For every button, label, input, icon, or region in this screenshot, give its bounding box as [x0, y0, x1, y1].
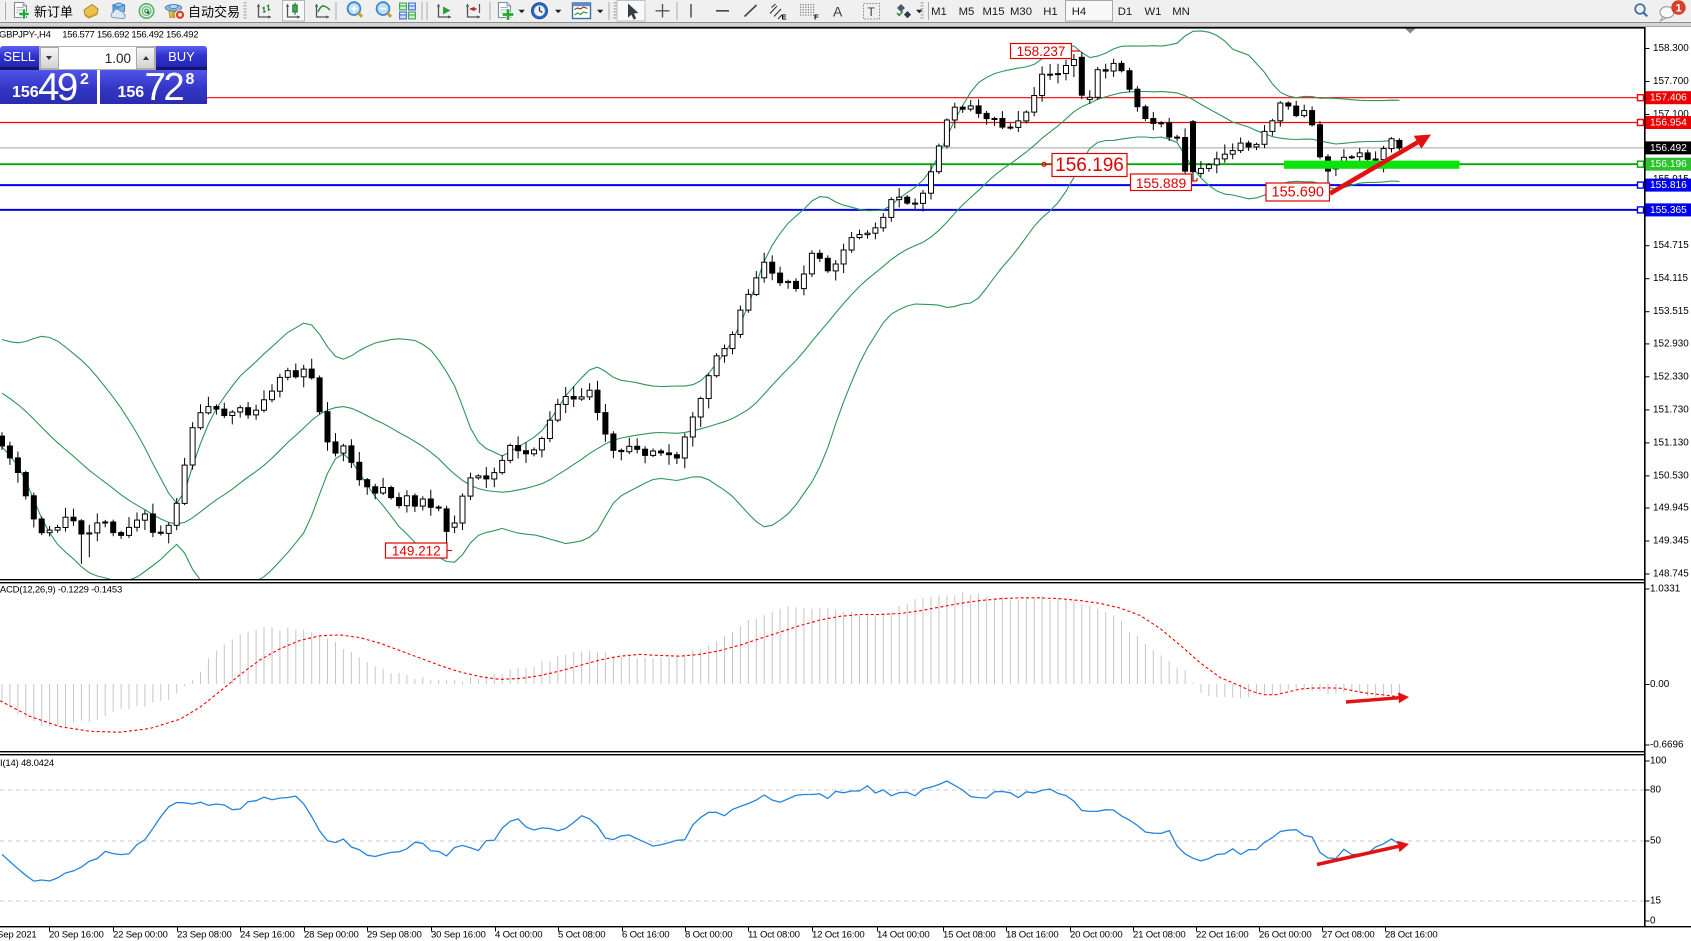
svg-text:15: 15 [1650, 896, 1661, 907]
svg-text:H1: H1 [1043, 6, 1057, 18]
svg-text:5 Oct 08:00: 5 Oct 08:00 [558, 930, 605, 941]
svg-text:150.530: 150.530 [1653, 470, 1689, 481]
svg-text:100: 100 [1650, 756, 1667, 767]
svg-text:151.130: 151.130 [1653, 437, 1689, 448]
svg-text:157.100: 157.100 [1653, 109, 1689, 120]
svg-text:1: 1 [1675, 2, 1681, 14]
svg-text:M5: M5 [959, 6, 975, 18]
svg-text:155.816: 155.816 [1650, 180, 1687, 191]
svg-text:50: 50 [1650, 836, 1661, 847]
svg-text:A: A [833, 4, 843, 20]
svg-text:D1: D1 [1118, 6, 1132, 18]
svg-text:M15: M15 [983, 6, 1005, 18]
svg-text:149.945: 149.945 [1653, 503, 1689, 514]
svg-text:80: 80 [1650, 785, 1661, 796]
svg-text:152.930: 152.930 [1653, 338, 1689, 349]
svg-text:-0.6696: -0.6696 [1650, 740, 1684, 751]
svg-text:155.690: 155.690 [1272, 185, 1324, 201]
svg-text:28 Oct 16:00: 28 Oct 16:00 [1385, 930, 1438, 941]
svg-text:154.715: 154.715 [1653, 240, 1689, 251]
svg-text:Sep 2021: Sep 2021 [0, 930, 36, 941]
svg-text:12 Oct 16:00: 12 Oct 16:00 [812, 930, 865, 941]
svg-text:151.730: 151.730 [1653, 404, 1689, 415]
svg-text:T: T [868, 5, 876, 19]
svg-text:156.196: 156.196 [1055, 155, 1124, 176]
svg-text:0: 0 [1650, 916, 1656, 927]
svg-text:F: F [814, 13, 819, 22]
svg-text:E: E [782, 13, 787, 22]
svg-text:15 Oct 08:00: 15 Oct 08:00 [943, 930, 996, 941]
svg-text:149.212: 149.212 [392, 544, 441, 559]
svg-text:4 Oct 00:00: 4 Oct 00:00 [495, 930, 542, 941]
svg-text:6 Oct 16:00: 6 Oct 16:00 [622, 930, 669, 941]
svg-text:1.0331: 1.0331 [1650, 584, 1681, 595]
svg-text:152.330: 152.330 [1653, 371, 1689, 382]
svg-text:新订单: 新订单 [34, 5, 73, 20]
svg-text:GBPJPY-,H4 156.577 156.692: GBPJPY-,H4 156.577 156.692 156.492 156.4… [0, 29, 198, 40]
svg-text:26 Oct 00:00: 26 Oct 00:00 [1259, 930, 1312, 941]
svg-text:MACD(12,26,9) -0.1229 -0.1453: MACD(12,26,9) -0.1229 -0.1453 [0, 585, 122, 596]
svg-text:H4: H4 [1072, 6, 1086, 18]
svg-text:11 Oct 08:00: 11 Oct 08:00 [748, 930, 800, 941]
svg-text:148.745: 148.745 [1653, 569, 1689, 580]
svg-text:22 Oct 16:00: 22 Oct 16:00 [1196, 930, 1249, 941]
svg-text:155.889: 155.889 [1136, 175, 1187, 191]
svg-text:154.115: 154.115 [1653, 273, 1688, 284]
svg-text:28 Sep 00:00: 28 Sep 00:00 [304, 930, 359, 941]
svg-text:22 Sep 00:00: 22 Sep 00:00 [113, 930, 168, 941]
svg-text:20 Oct 00:00: 20 Oct 00:00 [1070, 930, 1123, 941]
svg-text:24 Sep 16:00: 24 Sep 16:00 [240, 930, 295, 941]
svg-text:W1: W1 [1145, 6, 1162, 18]
svg-text:23 Sep 08:00: 23 Sep 08:00 [177, 930, 232, 941]
svg-text:156.492: 156.492 [1650, 143, 1687, 154]
svg-text:155.365: 155.365 [1650, 205, 1687, 216]
svg-text:0.00: 0.00 [1650, 679, 1670, 690]
svg-text:18 Oct 16:00: 18 Oct 16:00 [1006, 930, 1059, 941]
svg-text:153.515: 153.515 [1653, 306, 1689, 317]
svg-text:8 Oct 00:00: 8 Oct 00:00 [685, 930, 732, 941]
svg-text:30 Sep 16:00: 30 Sep 16:00 [431, 930, 486, 941]
svg-text:149.345: 149.345 [1653, 536, 1689, 547]
svg-text:MN: MN [1172, 6, 1190, 18]
svg-text:20 Sep 16:00: 20 Sep 16:00 [49, 930, 104, 941]
svg-text:21 Oct 08:00: 21 Oct 08:00 [1133, 930, 1186, 941]
svg-text:156.196: 156.196 [1650, 159, 1687, 170]
svg-text:RSI(14) 48.0424: RSI(14) 48.0424 [0, 758, 54, 769]
svg-text:158.237: 158.237 [1017, 44, 1066, 59]
svg-text:157.700: 157.700 [1653, 76, 1689, 87]
svg-text:156.954: 156.954 [1650, 118, 1687, 129]
svg-text:自动交易: 自动交易 [188, 5, 240, 20]
svg-text:29 Sep 08:00: 29 Sep 08:00 [367, 930, 422, 941]
svg-text:27 Oct 08:00: 27 Oct 08:00 [1322, 930, 1375, 941]
svg-text:14 Oct 00:00: 14 Oct 00:00 [877, 930, 930, 941]
svg-text:157.406: 157.406 [1650, 93, 1687, 104]
svg-text:M30: M30 [1010, 6, 1032, 18]
svg-text:M1: M1 [931, 6, 947, 18]
svg-text:158.300: 158.300 [1653, 43, 1689, 54]
